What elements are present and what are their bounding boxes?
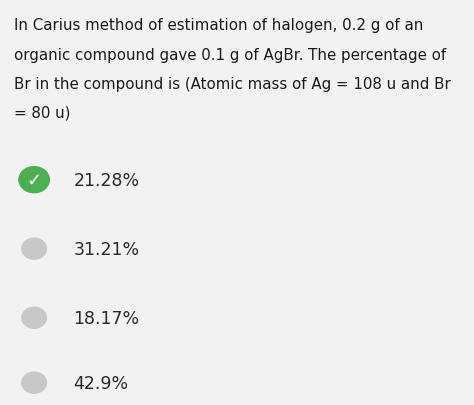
Text: 18.17%: 18.17% [73,309,140,327]
Text: 31.21%: 31.21% [73,240,140,258]
Circle shape [22,307,46,328]
Circle shape [19,167,49,193]
Text: In Carius method of estimation of halogen, 0.2 g of an: In Carius method of estimation of haloge… [14,18,424,33]
Text: ✓: ✓ [27,171,42,189]
Text: 42.9%: 42.9% [73,374,128,392]
Text: organic compound gave 0.1 g of AgBr. The percentage of: organic compound gave 0.1 g of AgBr. The… [14,47,447,62]
Circle shape [22,372,46,393]
Circle shape [22,239,46,260]
Text: Br in the compound is (Atomic mass of Ag = 108 u and Br: Br in the compound is (Atomic mass of Ag… [14,77,451,92]
Text: 21.28%: 21.28% [73,171,140,189]
Text: = 80 u): = 80 u) [14,106,71,121]
